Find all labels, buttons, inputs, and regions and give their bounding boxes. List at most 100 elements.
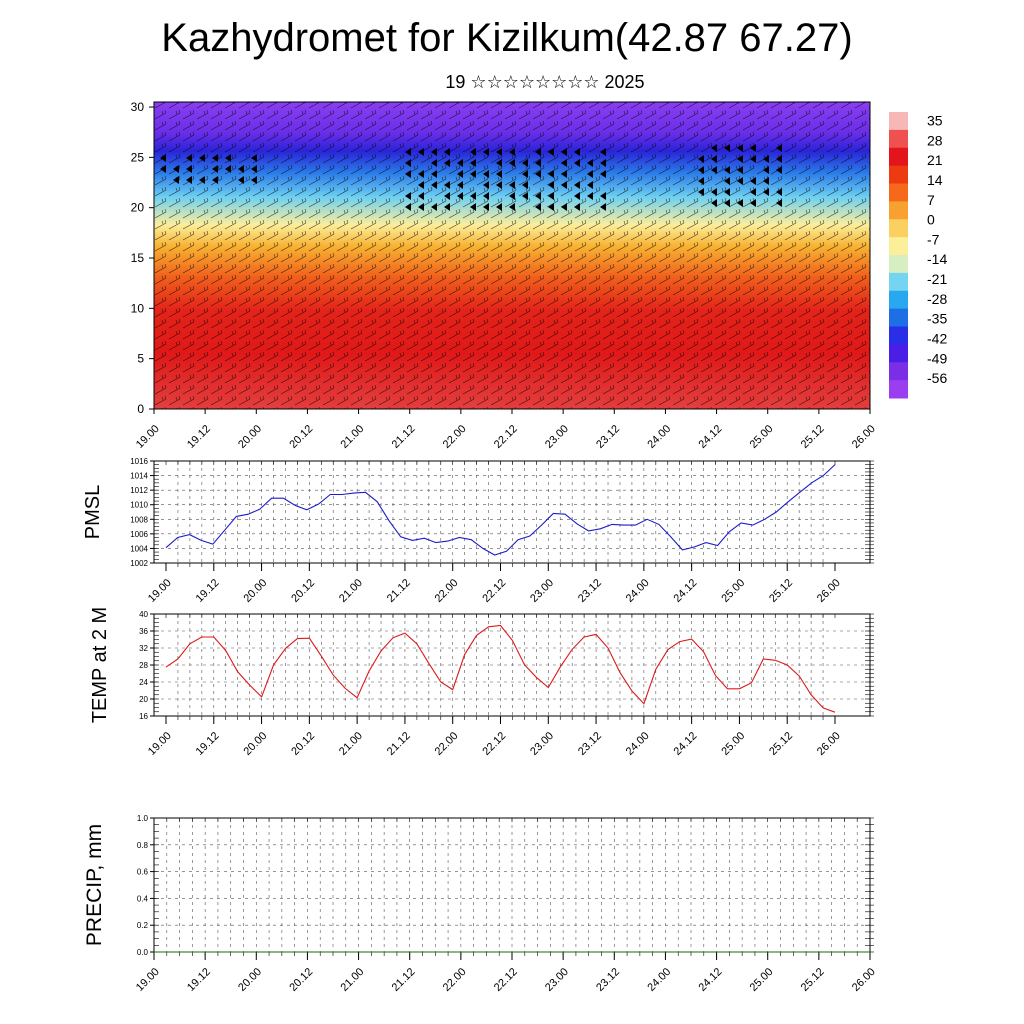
strong-wind-barb — [238, 165, 244, 173]
strong-wind-barb — [418, 148, 424, 156]
series-line — [165, 624, 836, 713]
strong-wind-barb — [470, 148, 476, 156]
x-tick-label: 23.12 — [576, 577, 604, 605]
strong-wind-barb — [763, 188, 769, 196]
strong-wind-barb — [724, 166, 730, 174]
cs-x-tick-label: 25.00 — [748, 423, 776, 451]
y-axis-label: TEMP at 2 M — [89, 607, 111, 723]
y-tick-label: 1.0 — [137, 814, 149, 823]
strong-wind-barb — [457, 192, 463, 200]
strong-wind-barb — [457, 181, 463, 189]
strong-wind-barb — [737, 166, 743, 174]
x-tick-label: 24.12 — [672, 730, 700, 758]
colorbar-label: -14 — [927, 251, 947, 267]
strong-wind-barb — [522, 181, 528, 189]
colorbar-label: -35 — [927, 311, 947, 327]
strong-wind-barb — [199, 154, 205, 162]
strong-wind-barb — [737, 144, 743, 152]
colorbar-segment — [889, 201, 908, 220]
cs-x-tick-label: 22.12 — [492, 423, 520, 451]
strong-wind-barb — [763, 177, 769, 185]
strong-wind-barb — [561, 148, 567, 156]
strong-wind-barb — [587, 192, 593, 200]
x-tick-label: 21.00 — [337, 730, 365, 758]
strong-wind-barb — [509, 148, 515, 156]
strong-wind-barb — [535, 192, 541, 200]
precip-panel: 0.0 0.2 0.4 0.6 0.8 1.0 19.00 19.12 20.00 20.12 21… — [83, 814, 878, 994]
cross-section-x-axis: 19.00 19.12 20.00 20.12 21.00 21.12 22.00 22.12… — [134, 409, 878, 451]
strong-wind-barbs — [160, 144, 782, 211]
x-tick-label: 24.12 — [696, 966, 724, 994]
colorbar-label: 35 — [927, 112, 943, 128]
strong-wind-barb — [405, 170, 411, 178]
x-tick-label: 19.00 — [146, 577, 174, 605]
x-tick-label: 22.00 — [433, 730, 461, 758]
cs-y-tick-label: 20 — [131, 201, 145, 215]
strong-wind-barb — [186, 154, 192, 162]
y-tick-label: 36 — [139, 627, 148, 636]
strong-wind-barb — [431, 148, 437, 156]
x-tick-label: 26.00 — [815, 730, 843, 758]
strong-wind-barb — [405, 203, 411, 211]
strong-wind-barb — [199, 176, 205, 184]
x-tick-label: 20.12 — [289, 577, 317, 605]
y-tick-label: 0.8 — [137, 841, 149, 850]
strong-wind-barb — [737, 155, 743, 163]
colorbar-segment — [889, 112, 908, 131]
strong-wind-barb — [724, 144, 730, 152]
series-line — [165, 464, 836, 556]
strong-wind-barb — [561, 203, 567, 211]
y-axis-label: PRECIP, mm — [83, 824, 106, 946]
strong-wind-barb — [574, 203, 580, 211]
pmsl-panel: 1002 1004 1006 1008 1010 1012 1014 1016 19.00 19.… — [82, 457, 874, 605]
strong-wind-barb — [535, 170, 541, 178]
strong-wind-barb — [509, 159, 515, 167]
strong-wind-barb — [587, 159, 593, 167]
cs-x-tick-label: 20.12 — [287, 423, 315, 451]
strong-wind-barb — [483, 192, 489, 200]
colorbar-label: -42 — [927, 331, 947, 347]
cs-y-tick-label: 30 — [131, 100, 145, 114]
strong-wind-barb — [522, 192, 528, 200]
strong-wind-barb — [711, 199, 717, 207]
strong-wind-barb — [548, 148, 554, 156]
colorbar-label: -7 — [927, 231, 940, 247]
colorbar-segment — [889, 183, 908, 202]
strong-wind-barb — [587, 181, 593, 189]
strong-wind-barb — [737, 199, 743, 207]
strong-wind-barb — [600, 192, 606, 200]
strong-wind-barb — [225, 165, 231, 173]
x-tick-label: 23.12 — [576, 730, 604, 758]
strong-wind-barb — [496, 203, 502, 211]
strong-wind-barb — [776, 188, 782, 196]
strong-wind-barb — [535, 148, 541, 156]
strong-wind-barb — [698, 177, 704, 185]
strong-wind-barb — [737, 177, 743, 185]
colorbar-segment — [889, 344, 908, 363]
colorbar-segment — [889, 255, 908, 274]
cs-x-tick-label: 23.12 — [594, 423, 622, 451]
strong-wind-barb — [444, 192, 450, 200]
strong-wind-barb — [574, 181, 580, 189]
strong-wind-barb — [238, 176, 244, 184]
strong-wind-barb — [186, 165, 192, 173]
strong-wind-barb — [776, 155, 782, 163]
x-tick-label: 24.00 — [624, 730, 652, 758]
colorbar-label: 21 — [927, 152, 943, 168]
x-tick-label: 25.00 — [748, 966, 776, 994]
strong-wind-barb — [496, 181, 502, 189]
colorbar-label: 28 — [927, 132, 943, 148]
x-tick-label: 24.00 — [624, 577, 652, 605]
strong-wind-barb — [600, 148, 606, 156]
strong-wind-barb — [548, 170, 554, 178]
strong-wind-barb — [548, 181, 554, 189]
x-tick-label: 20.00 — [236, 966, 264, 994]
colorbar-label: -21 — [927, 271, 947, 287]
strong-wind-barb — [496, 159, 502, 167]
strong-wind-barb — [535, 203, 541, 211]
cs-x-tick-label: 21.00 — [338, 423, 366, 451]
strong-wind-barb — [574, 159, 580, 167]
strong-wind-barb — [225, 154, 231, 162]
strong-wind-barb — [431, 181, 437, 189]
